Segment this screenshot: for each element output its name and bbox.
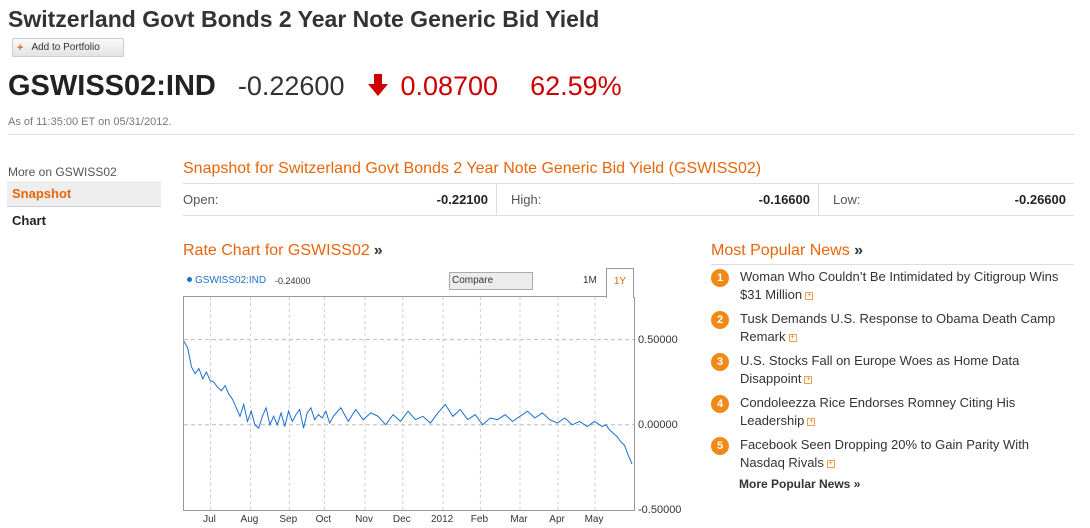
news-number-badge: 5 [711, 437, 729, 455]
news-item[interactable]: 2 Tusk Demands U.S. Response to Obama De… [711, 310, 1071, 352]
news-list: 1 Woman Who Couldn’t Be Intimidated by C… [711, 268, 1071, 478]
news-item[interactable]: 1 Woman Who Couldn’t Be Intimidated by C… [711, 268, 1071, 310]
x-tick-label: Nov [355, 514, 373, 525]
open-value: -0.22100 [436, 192, 488, 207]
legend-dot-icon [187, 277, 192, 282]
add-to-portfolio-label: Add to Portfolio [31, 42, 100, 53]
snapshot-high: High: -0.16600 [496, 184, 818, 215]
range-1m-tab[interactable]: 1M [583, 275, 597, 286]
expand-icon[interactable]: + [788, 333, 797, 342]
news-number-badge: 1 [711, 269, 729, 287]
expand-icon[interactable]: + [804, 375, 813, 384]
high-label: High: [511, 192, 542, 207]
news-item[interactable]: 5 Facebook Seen Dropping 20% to Gain Par… [711, 436, 1071, 478]
legend-series-value: -0.24000 [275, 276, 311, 286]
news-item[interactable]: 4 Condoleezza Rice Endorses Romney Citin… [711, 394, 1071, 436]
low-value: -0.26600 [1014, 192, 1066, 207]
news-number-badge: 3 [711, 353, 729, 371]
price-change: 0.08700 [400, 71, 499, 101]
raquo-icon: » [854, 242, 864, 259]
sidebar-nav: Snapshot Chart [7, 181, 161, 233]
last-price: -0.22600 [237, 71, 345, 101]
y-tick-label: -0.50000 [638, 504, 682, 516]
x-tick-label: Aug [240, 514, 259, 525]
chart-series-line [184, 341, 633, 465]
as-of-timestamp: As of 11:35:00 ET on 05/31/2012. [8, 116, 172, 128]
y-tick-label: 0.00000 [638, 418, 678, 431]
news-item[interactable]: 3 U.S. Stocks Fall on Europe Woes as Hom… [711, 352, 1071, 394]
x-tick-label: Jul [203, 514, 216, 525]
news-title[interactable]: Most Popular News » [711, 242, 863, 260]
divider [711, 264, 1074, 265]
low-label: Low: [833, 192, 861, 207]
plus-icon: + [17, 41, 24, 54]
snapshot-open: Open: -0.22100 [183, 184, 496, 215]
expand-icon[interactable]: + [826, 459, 835, 468]
ticker-symbol: GSWISS02:IND [8, 70, 216, 102]
x-tick-label: Dec [392, 514, 411, 525]
x-tick-label: Sep [279, 514, 298, 525]
sidebar-heading: More on GSWISS02 [8, 165, 117, 179]
news-headline[interactable]: U.S. Stocks Fall on Europe Woes as Home … [740, 353, 1020, 386]
news-headline[interactable]: Tusk Demands U.S. Response to Obama Deat… [740, 311, 1056, 344]
open-label: Open: [183, 192, 219, 207]
page-title: Switzerland Govt Bonds 2 Year Note Gener… [8, 6, 600, 32]
quote-row: GSWISS02:IND -0.22600 0.08700 62.59% [8, 70, 622, 108]
news-headline[interactable]: Woman Who Couldn’t Be Intimidated by Cit… [740, 269, 1059, 302]
sidebar-item-chart[interactable]: Chart [12, 212, 46, 228]
rate-chart: GSWISS02:IND -0.24000 Compare 1M 1Y 0.50… [183, 268, 683, 526]
news-number-badge: 4 [711, 395, 729, 413]
rate-chart-title-text[interactable]: Rate Chart for GSWISS02 [183, 242, 370, 259]
x-tick-label: May [584, 514, 604, 525]
snapshot-low: Low: -0.26600 [818, 184, 1074, 215]
y-tick-label: 0.50000 [638, 333, 678, 346]
price-change-percent: 62.59% [530, 71, 622, 101]
legend-series-name: GSWISS02:IND [195, 275, 267, 286]
rate-chart-title[interactable]: Rate Chart for GSWISS02» [183, 242, 383, 260]
news-headline[interactable]: Condoleezza Rice Endorses Romney Citing … [740, 395, 1016, 428]
expand-icon[interactable]: + [807, 417, 816, 426]
news-title-text[interactable]: Most Popular News [711, 242, 850, 259]
expand-icon[interactable]: + [805, 291, 814, 300]
news-headline[interactable]: Facebook Seen Dropping 20% to Gain Parit… [740, 437, 1030, 470]
compare-input[interactable]: Compare [449, 272, 533, 290]
x-tick-label: 2012 [430, 514, 454, 525]
add-to-portfolio-button[interactable]: + Add to Portfolio [12, 38, 124, 57]
x-tick-label: Feb [470, 514, 489, 525]
more-news-link[interactable]: More Popular News » [739, 477, 861, 491]
news-number-badge: 2 [711, 311, 729, 329]
chart-header: GSWISS02:IND -0.24000 Compare 1M 1Y [183, 268, 634, 298]
x-tick-label: Oct [315, 514, 332, 525]
divider [8, 134, 1074, 135]
chart-svg [184, 297, 634, 510]
x-tick-label: Mar [510, 514, 528, 525]
snapshot-title: Snapshot for Switzerland Govt Bonds 2 Ye… [183, 160, 762, 177]
range-1y-tab[interactable]: 1Y [606, 268, 634, 298]
high-value: -0.16600 [758, 192, 810, 207]
snapshot-table: Open: -0.22100 High: -0.16600 Low: -0.26… [183, 183, 1074, 216]
down-arrow-icon [366, 73, 390, 97]
chart-plot-area[interactable] [183, 297, 635, 511]
raquo-icon: » [373, 242, 383, 259]
sidebar-item-snapshot[interactable]: Snapshot [7, 181, 161, 207]
x-tick-label: Apr [549, 514, 565, 525]
